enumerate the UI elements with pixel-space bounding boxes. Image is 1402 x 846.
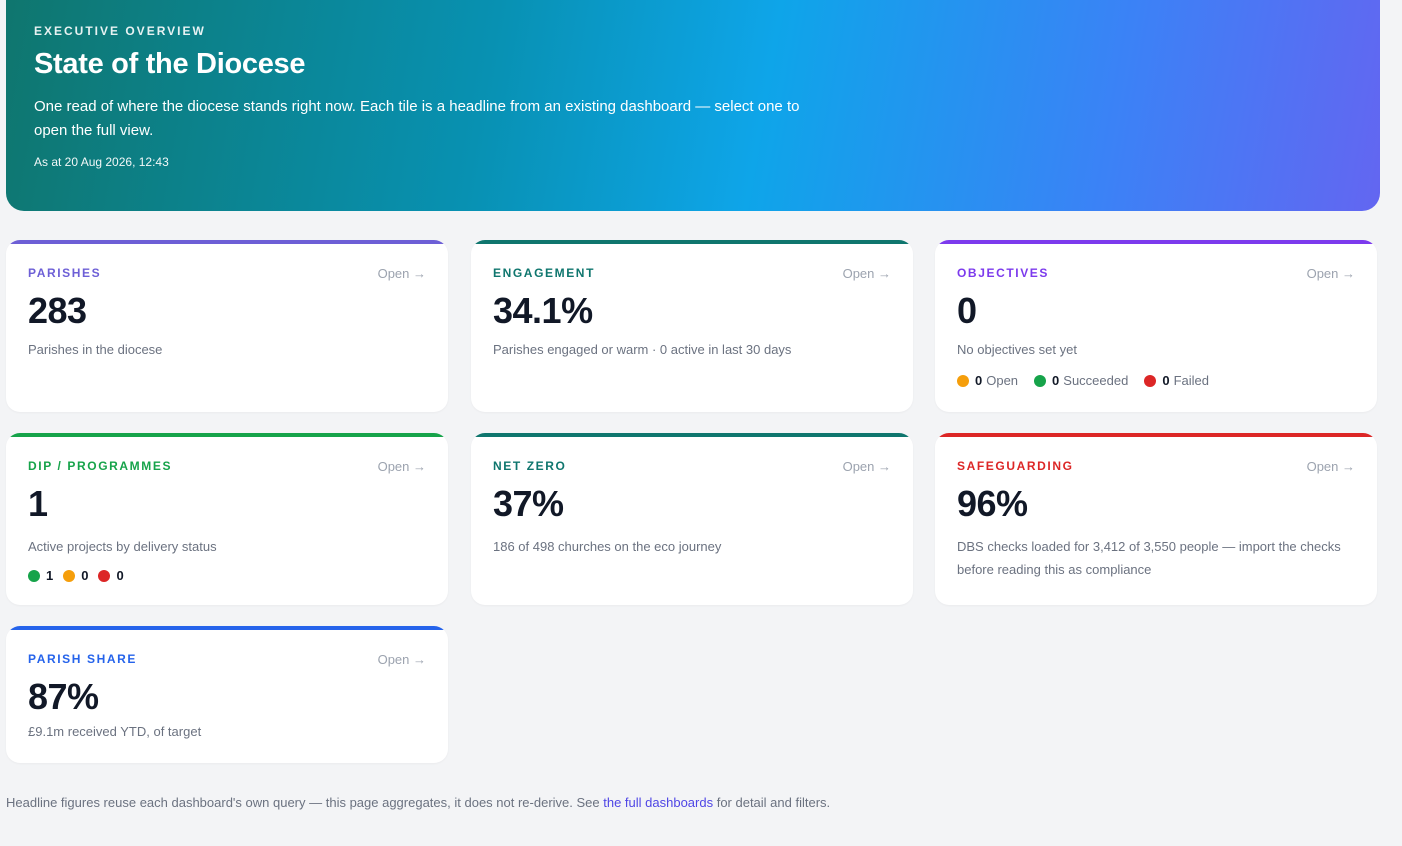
card-objectives[interactable]: OBJECTIVES Open → 0 No objectives set ye… [935, 240, 1377, 412]
open-label: Open [986, 373, 1019, 388]
card-label: OBJECTIVES [957, 266, 1050, 280]
open-link[interactable]: Open → [1306, 459, 1355, 474]
legend-failed: 0 Failed [1144, 373, 1209, 388]
failed-count: 0 [1162, 373, 1170, 388]
card-value: 96% [957, 483, 1028, 524]
legend-succeeded: 0 Succeeded [1034, 373, 1128, 388]
card-subtitle: DBS checks loaded for 3,412 of 3,550 peo… [957, 539, 1341, 577]
card-label: NET ZERO [493, 459, 567, 473]
card-safeguarding[interactable]: SAFEGUARDING Open → 96% DBS checks loade… [935, 433, 1377, 605]
failed-label: Failed [1173, 373, 1209, 388]
full-dashboards-link[interactable]: the full dashboards [603, 795, 714, 810]
amber-count: 0 [81, 568, 89, 583]
dip-legend: 1 0 0 [28, 568, 426, 583]
card-parishes[interactable]: PARISHES Open → 283 Parishes in the dioc… [6, 240, 448, 412]
card-engagement[interactable]: ENGAGEMENT Open → 34.1% Parishes engaged… [471, 240, 913, 412]
card-value: 37% [493, 483, 564, 524]
open-count: 0 [975, 373, 983, 388]
card-label: SAFEGUARDING [957, 459, 1074, 473]
objectives-legend: 0 Open 0 Succeeded 0 Failed [957, 373, 1355, 388]
card-subtitle: Parishes in the diocese [28, 342, 163, 357]
card-value: 1 [28, 483, 48, 524]
succeeded-label: Succeeded [1063, 373, 1129, 388]
card-label: ENGAGEMENT [493, 266, 596, 280]
page-title: State of the Diocese [34, 48, 306, 80]
legend-green: 1 [28, 568, 57, 583]
card-value: 34.1% [493, 290, 593, 331]
footer-text-after: for detail and filters. [713, 795, 831, 810]
card-label: PARISHES [28, 266, 102, 280]
legend-amber: 0 [63, 568, 92, 583]
card-label: DIP / PROGRAMMES [28, 459, 173, 473]
as-at-timestamp: As at 20 Aug 2026, 12:43 [34, 155, 169, 169]
footer-note: Headline figures reuse each dashboard's … [6, 795, 830, 810]
open-link[interactable]: Open → [377, 459, 426, 474]
red-count: 0 [116, 568, 124, 583]
green-count: 1 [46, 568, 54, 583]
green-dot-icon [1034, 374, 1047, 387]
red-dot-icon [98, 569, 111, 582]
open-link[interactable]: Open → [842, 459, 891, 474]
card-value: 87% [28, 676, 99, 717]
red-dot-icon [1144, 374, 1157, 387]
card-value: 0 [957, 290, 977, 331]
card-subtitle: Active projects by delivery status [28, 539, 217, 554]
card-value: 283 [28, 290, 87, 331]
card-parish-share[interactable]: PARISH SHARE Open → 87% £9.1m received Y… [6, 626, 448, 763]
legend-red: 0 [98, 568, 127, 583]
hero-eyebrow: EXECUTIVE OVERVIEW [34, 24, 206, 38]
hero-description: One read of where the diocese stands rig… [34, 98, 800, 139]
legend-open: 0 Open [957, 373, 1018, 388]
green-dot-icon [28, 569, 40, 582]
card-subtitle: 186 of 498 churches on the eco journey [493, 539, 722, 554]
open-link[interactable]: Open → [1306, 266, 1355, 281]
amber-dot-icon [957, 374, 969, 387]
card-net-zero[interactable]: NET ZERO Open → 37% 186 of 498 churches … [471, 433, 913, 605]
footer-text-before: Headline figures reuse each dashboard's … [6, 795, 604, 810]
open-link[interactable]: Open → [377, 266, 426, 281]
card-subtitle: £9.1m received YTD, of target [28, 724, 202, 739]
open-link[interactable]: Open → [842, 266, 891, 281]
card-subtitle: No objectives set yet [957, 342, 1077, 357]
succeeded-count: 0 [1052, 373, 1060, 388]
card-dip-programmes[interactable]: DIP / PROGRAMMES Open → 1 Active project… [6, 433, 448, 605]
card-label: PARISH SHARE [28, 652, 137, 666]
card-subtitle: Parishes engaged or warm · 0 active in l… [493, 342, 792, 357]
hero-banner: EXECUTIVE OVERVIEW State of the Diocese … [6, 0, 1380, 211]
open-link[interactable]: Open → [377, 652, 426, 667]
amber-dot-icon [63, 569, 76, 582]
